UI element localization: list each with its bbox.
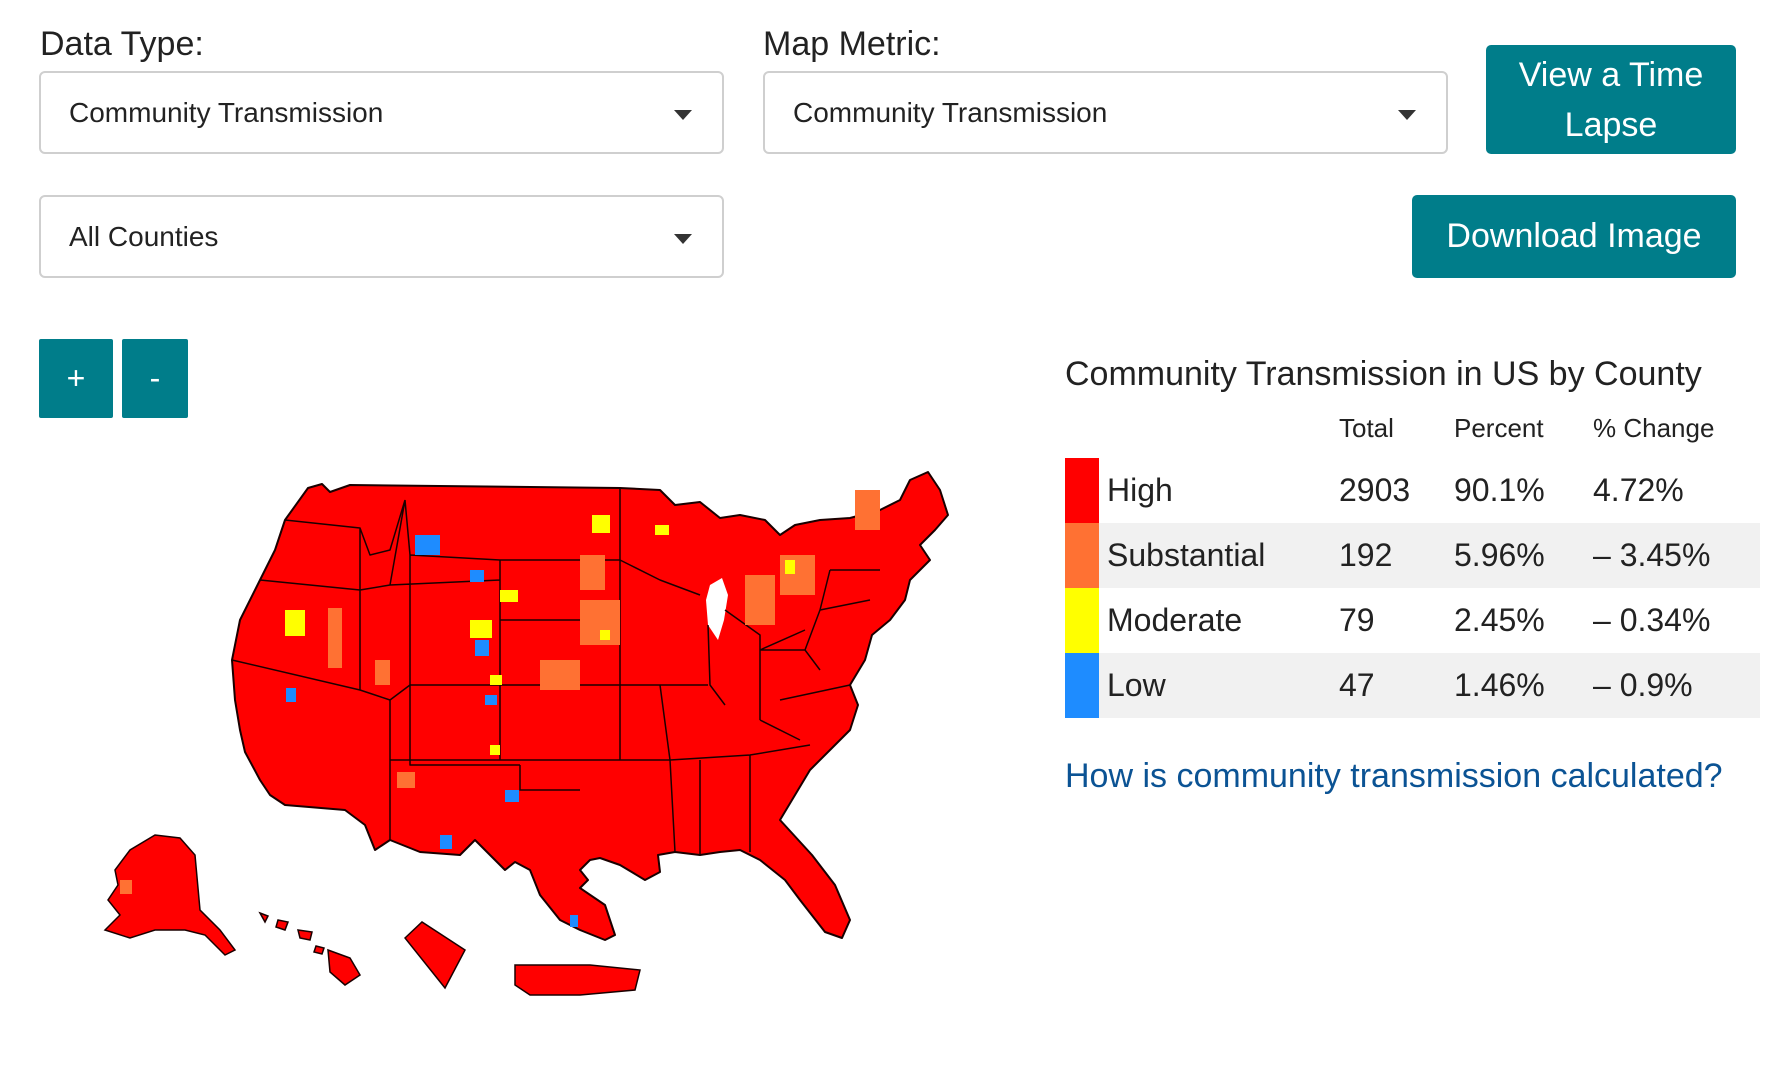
percent-value: 90.1% — [1454, 472, 1545, 508]
header-change: % Change — [1593, 413, 1715, 443]
total-value: 2903 — [1339, 472, 1411, 508]
county-substantial — [397, 772, 415, 788]
district-of-columbia-inset[interactable] — [403, 921, 466, 990]
lake-michigan — [706, 578, 728, 640]
change-value: – 3.45% — [1593, 537, 1711, 573]
zoom-in-label: + — [66, 360, 86, 396]
county-filter-value: All Counties — [69, 220, 219, 252]
county-moderate — [785, 560, 795, 574]
download-image-label: Download Image — [1446, 217, 1702, 255]
swatch-substantial — [1065, 523, 1099, 588]
county-low — [415, 535, 440, 555]
view-time-lapse-button[interactable]: View a Time Lapse — [1486, 45, 1736, 154]
change-value: – 0.9% — [1593, 667, 1693, 703]
percent-value: 5.96% — [1454, 537, 1545, 573]
chevron-down-icon — [674, 109, 692, 120]
level-label: Low — [1107, 667, 1166, 703]
level-label: Moderate — [1107, 602, 1243, 638]
puerto-rico[interactable] — [514, 964, 641, 996]
us-county-map[interactable] — [60, 460, 960, 1020]
alaska[interactable] — [103, 834, 237, 956]
county-low — [475, 640, 489, 656]
chevron-down-icon — [1398, 109, 1416, 120]
total-value: 192 — [1339, 537, 1393, 573]
level-label: High — [1107, 472, 1173, 508]
hawaii[interactable] — [258, 911, 362, 986]
zoom-out-label: - — [149, 360, 161, 396]
swatch-moderate — [1065, 588, 1099, 653]
alaska-substantial — [120, 880, 132, 894]
legend-row-high: High 2903 90.1% 4.72% — [1065, 458, 1760, 523]
county-low — [286, 688, 296, 702]
county-moderate — [285, 610, 305, 636]
county-filter-select[interactable]: All Counties — [39, 195, 724, 278]
map-metric-value: Community Transmission — [793, 96, 1108, 128]
county-moderate — [500, 590, 518, 602]
county-low — [485, 695, 497, 705]
county-moderate — [490, 675, 502, 685]
zoom-out-button[interactable]: - — [122, 339, 188, 418]
contiguous-us[interactable] — [231, 471, 949, 941]
data-type-value: Community Transmission — [69, 96, 384, 128]
chevron-down-icon — [674, 233, 692, 244]
county-highlights — [285, 490, 880, 927]
zoom-in-button[interactable]: + — [39, 339, 113, 418]
data-type-select[interactable]: Community Transmission — [39, 71, 724, 154]
legend-row-low: Low 47 1.46% – 0.9% — [1065, 653, 1760, 718]
download-image-button[interactable]: Download Image — [1412, 195, 1736, 278]
swatch-low — [1065, 653, 1099, 718]
county-low — [470, 570, 484, 582]
county-substantial — [580, 555, 605, 590]
change-value: – 0.34% — [1593, 602, 1711, 638]
legend-row-substantial: Substantial 192 5.96% – 3.45% — [1065, 523, 1760, 588]
change-value: 4.72% — [1593, 472, 1684, 508]
header-percent: Percent — [1454, 413, 1544, 443]
county-low — [440, 835, 452, 849]
legend-row-moderate: Moderate 79 2.45% – 0.34% — [1065, 588, 1760, 653]
county-moderate — [470, 620, 492, 638]
level-label: Substantial — [1107, 537, 1266, 573]
view-time-lapse-label: View a Time Lapse — [1518, 55, 1704, 144]
county-moderate — [592, 515, 610, 533]
percent-value: 1.46% — [1454, 667, 1545, 703]
map-metric-select[interactable]: Community Transmission — [763, 71, 1448, 154]
county-moderate — [490, 745, 500, 755]
total-value: 79 — [1339, 602, 1375, 638]
contiguous-us-shape[interactable] — [231, 471, 949, 941]
legend-title: Community Transmission in US by County — [1065, 355, 1702, 393]
county-low — [505, 790, 519, 802]
total-value: 47 — [1339, 667, 1375, 703]
map-metric-label: Map Metric: — [763, 25, 941, 63]
header-total: Total — [1339, 413, 1394, 443]
county-moderate — [655, 525, 669, 535]
swatch-high — [1065, 458, 1099, 523]
county-substantial — [745, 575, 775, 625]
county-low — [570, 915, 578, 927]
county-substantial — [855, 490, 880, 530]
county-substantial — [375, 660, 390, 685]
calculation-info-link[interactable]: How is community transmission calculated… — [1065, 757, 1723, 795]
data-type-label: Data Type: — [40, 25, 204, 63]
county-substantial — [540, 660, 580, 690]
county-substantial — [328, 608, 342, 668]
county-moderate — [600, 630, 610, 640]
percent-value: 2.45% — [1454, 602, 1545, 638]
